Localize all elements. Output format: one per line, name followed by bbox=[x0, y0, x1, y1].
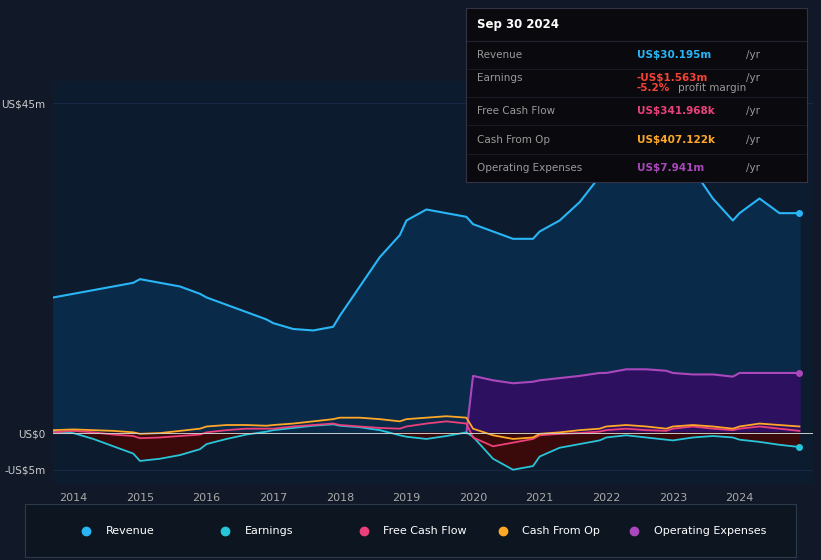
Text: Free Cash Flow: Free Cash Flow bbox=[476, 106, 555, 116]
Text: /yr: /yr bbox=[745, 73, 759, 83]
Text: Sep 30 2024: Sep 30 2024 bbox=[476, 18, 558, 31]
Text: US$407.122k: US$407.122k bbox=[637, 134, 715, 144]
Text: Revenue: Revenue bbox=[476, 50, 521, 60]
Text: /yr: /yr bbox=[745, 106, 759, 116]
Text: Revenue: Revenue bbox=[106, 526, 154, 535]
Text: Earnings: Earnings bbox=[245, 526, 293, 535]
Text: Cash From Op: Cash From Op bbox=[522, 526, 600, 535]
Text: /yr: /yr bbox=[745, 134, 759, 144]
Text: US$30.195m: US$30.195m bbox=[637, 50, 711, 60]
Text: -US$1.563m: -US$1.563m bbox=[637, 73, 708, 83]
Text: Cash From Op: Cash From Op bbox=[476, 134, 549, 144]
Text: US$341.968k: US$341.968k bbox=[637, 106, 714, 116]
Text: /yr: /yr bbox=[745, 163, 759, 173]
Text: Operating Expenses: Operating Expenses bbox=[476, 163, 582, 173]
Text: Earnings: Earnings bbox=[476, 73, 522, 83]
Text: profit margin: profit margin bbox=[677, 83, 745, 93]
Text: /yr: /yr bbox=[745, 50, 759, 60]
Text: Operating Expenses: Operating Expenses bbox=[654, 526, 766, 535]
Text: Free Cash Flow: Free Cash Flow bbox=[383, 526, 467, 535]
Text: -5.2%: -5.2% bbox=[637, 83, 670, 93]
Text: US$7.941m: US$7.941m bbox=[637, 163, 704, 173]
